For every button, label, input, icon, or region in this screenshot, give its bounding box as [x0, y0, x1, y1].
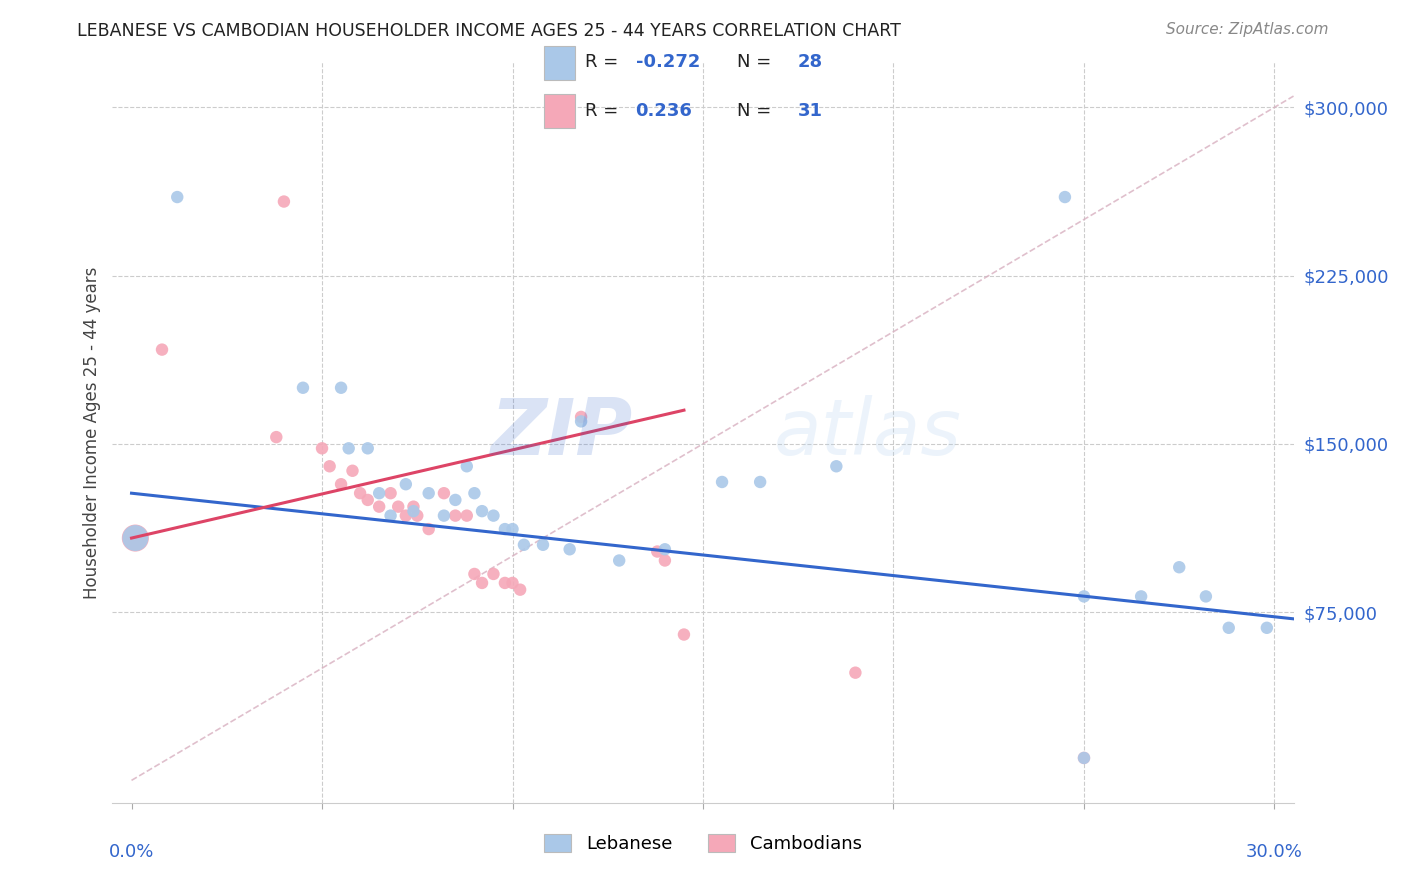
Point — [311, 442, 333, 456]
Point — [402, 500, 425, 514]
Point — [330, 381, 353, 395]
Point — [444, 492, 467, 507]
Point — [330, 477, 353, 491]
Text: N =: N = — [737, 54, 776, 71]
Y-axis label: Householder Income Ages 25 - 44 years: Householder Income Ages 25 - 44 years — [83, 267, 101, 599]
Point — [266, 430, 288, 444]
Point — [1130, 590, 1153, 604]
Text: R =: R = — [585, 54, 624, 71]
Point — [1073, 590, 1095, 604]
Point — [558, 542, 581, 557]
Point — [395, 477, 418, 491]
Point — [1256, 621, 1278, 635]
Point — [825, 459, 848, 474]
Point — [711, 475, 734, 489]
Text: 30.0%: 30.0% — [1246, 843, 1303, 861]
Point — [471, 504, 494, 518]
Point — [456, 459, 478, 474]
Point — [482, 508, 505, 523]
Point — [494, 576, 516, 591]
Point — [1073, 751, 1095, 765]
Legend: Lebanese, Cambodians: Lebanese, Cambodians — [537, 827, 869, 861]
Point — [672, 627, 695, 641]
FancyBboxPatch shape — [544, 95, 575, 128]
Point — [124, 531, 146, 545]
Point — [749, 475, 772, 489]
Point — [1218, 621, 1240, 635]
Point — [513, 538, 536, 552]
Text: 0.236: 0.236 — [636, 102, 692, 120]
Text: atlas: atlas — [773, 394, 962, 471]
Point — [380, 508, 402, 523]
Point — [502, 522, 524, 536]
Point — [166, 190, 188, 204]
Point — [1053, 190, 1076, 204]
Point — [654, 542, 676, 557]
Point — [645, 544, 668, 558]
Point — [844, 665, 866, 680]
Text: LEBANESE VS CAMBODIAN HOUSEHOLDER INCOME AGES 25 - 44 YEARS CORRELATION CHART: LEBANESE VS CAMBODIAN HOUSEHOLDER INCOME… — [77, 22, 901, 40]
Point — [380, 486, 402, 500]
Point — [444, 508, 467, 523]
Point — [494, 522, 516, 536]
Point — [456, 508, 478, 523]
Point — [654, 553, 676, 567]
Point — [273, 194, 295, 209]
Point — [418, 486, 440, 500]
Point — [1073, 751, 1095, 765]
Point — [418, 522, 440, 536]
Point — [395, 508, 418, 523]
Point — [406, 508, 429, 523]
Point — [387, 500, 409, 514]
Point — [150, 343, 173, 357]
Point — [531, 538, 554, 552]
Point — [402, 504, 425, 518]
Text: 31: 31 — [797, 102, 823, 120]
Point — [318, 459, 340, 474]
Point — [569, 409, 592, 424]
Point — [368, 500, 391, 514]
Point — [471, 576, 494, 591]
Point — [349, 486, 371, 500]
Text: ZIP: ZIP — [489, 394, 633, 471]
Point — [569, 414, 592, 428]
Point — [463, 486, 485, 500]
Text: R =: R = — [585, 102, 624, 120]
Text: N =: N = — [737, 102, 776, 120]
Text: 28: 28 — [797, 54, 823, 71]
Point — [368, 486, 391, 500]
Point — [502, 576, 524, 591]
Point — [124, 531, 146, 545]
Point — [342, 464, 364, 478]
Point — [337, 442, 360, 456]
Text: Source: ZipAtlas.com: Source: ZipAtlas.com — [1166, 22, 1329, 37]
Point — [463, 566, 485, 581]
Point — [509, 582, 531, 597]
Point — [357, 442, 380, 456]
FancyBboxPatch shape — [544, 46, 575, 79]
Point — [433, 508, 456, 523]
Point — [607, 553, 630, 567]
Point — [1195, 590, 1218, 604]
Point — [482, 566, 505, 581]
Point — [1168, 560, 1191, 574]
Point — [291, 381, 314, 395]
Point — [433, 486, 456, 500]
Text: 0.0%: 0.0% — [108, 843, 155, 861]
Point — [357, 492, 380, 507]
Text: -0.272: -0.272 — [636, 54, 700, 71]
